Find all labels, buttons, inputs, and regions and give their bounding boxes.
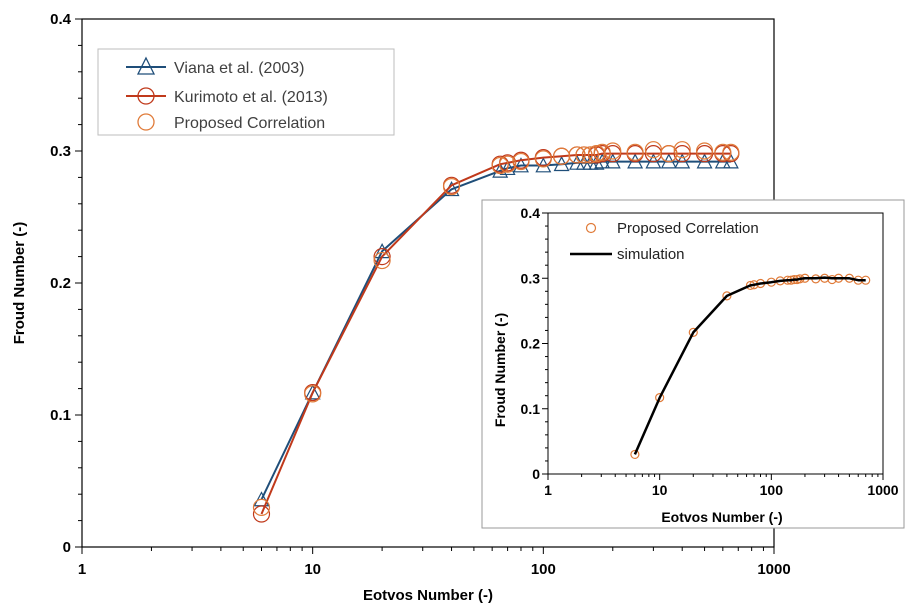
main-y-tick-label: 0.1 — [50, 407, 71, 424]
inset-series-line-1 — [633, 276, 866, 455]
main-circle-marker — [581, 146, 600, 164]
main-circle-marker — [714, 143, 732, 161]
main-circle-marker — [660, 145, 678, 163]
inset-legend: Proposed Correlation simulation — [570, 220, 759, 263]
legend-entry-proposed: Proposed Correlation — [137, 113, 325, 132]
inset-y-tick-label: 0.4 — [521, 205, 541, 221]
main-circle-marker — [442, 178, 461, 196]
inset-axes: 1 10 100 1000 0 0.1 0.2 0.3 0.4 — [521, 205, 899, 498]
legend-entry-kurimoto: Kurimoto et al. (2013) — [126, 87, 328, 106]
main-circle-marker — [534, 150, 552, 168]
inset-circle-marker — [827, 274, 837, 285]
main-circle-marker — [252, 498, 271, 516]
main-circle-marker — [575, 146, 593, 164]
main-triangle-marker — [499, 159, 516, 176]
legend-circle-marker-kurimoto — [137, 87, 155, 105]
main-legend-box — [97, 48, 395, 136]
inset-legend-circle-marker — [585, 222, 597, 234]
main-circle-marker — [673, 141, 691, 159]
inset-legend-label-proposed: Proposed Correlation — [617, 220, 759, 237]
main-circle-marker — [568, 146, 586, 164]
main-circle-marker — [673, 145, 691, 163]
inset-x-tick-label: 1 — [544, 482, 552, 498]
main-y-tick-label: 0.2 — [50, 275, 71, 292]
inset-y-tick-label: 0.3 — [521, 270, 541, 286]
legend-label-viana: Viana et al. (2003) — [174, 60, 304, 77]
main-x-tick-label: 10 — [304, 561, 321, 578]
inset-x-tick-label: 10 — [652, 482, 668, 498]
inset-x-axis-title: Eotvos Number (-) — [661, 509, 782, 525]
inset-chart: 1 10 100 1000 0 0.1 0.2 0.3 0.4 Eotvos Number (-… — [481, 199, 905, 529]
inset-circle-marker — [630, 449, 640, 460]
main-x-tick-label: 1 — [78, 561, 86, 578]
main-circle-marker — [604, 142, 622, 160]
inset-y-tick-label: 0.1 — [521, 401, 541, 417]
inset-circle-marker — [688, 327, 698, 338]
main-y-axis-title: Froud Number (-) — [11, 222, 28, 344]
main-legend: Viana et al. (2003) Kurimoto et al. (201… — [97, 48, 395, 136]
main-y-tick-label: 0.3 — [50, 143, 71, 160]
main-circle-marker — [373, 248, 391, 266]
main-circle-marker — [695, 142, 714, 160]
main-triangle-marker — [512, 157, 529, 173]
legend-entry-viana: Viana et al. (2003) — [126, 56, 304, 77]
main-y-tick-label: 0 — [63, 539, 71, 556]
inset-y-tick-label: 0 — [532, 466, 540, 482]
inset-series — [630, 273, 871, 460]
legend-label-proposed: Proposed Correlation — [174, 115, 325, 132]
main-circle-marker — [626, 143, 644, 161]
main-circle-marker — [304, 385, 322, 403]
inset-plot-frame — [547, 212, 884, 475]
main-x-axis-title: Eotvos Number (-) — [363, 587, 493, 604]
main-x-tick-label: 1000 — [757, 561, 790, 578]
main-circle-marker — [252, 505, 271, 523]
inset-circle-marker — [655, 393, 665, 403]
legend-circle-marker-proposed — [137, 113, 155, 131]
legend-triangle-marker — [136, 56, 156, 75]
main-y-tick-label: 0.4 — [50, 11, 72, 28]
main-circle-marker — [499, 155, 517, 173]
inset-circle-marker — [722, 291, 732, 301]
main-x-tick-label: 100 — [531, 561, 556, 578]
inset-x-tick-label: 100 — [760, 482, 784, 498]
inset-y-axis-title: Froud Number (-) — [492, 313, 508, 427]
main-triangle-marker — [304, 384, 321, 400]
inset-legend-entry-simulation: simulation — [570, 246, 685, 263]
inset-legend-entry-proposed: Proposed Correlation — [585, 220, 759, 237]
inset-legend-label-simulation: simulation — [617, 246, 685, 263]
main-circle-marker — [722, 143, 740, 161]
main-circle-marker — [491, 156, 509, 175]
main-circle-marker — [593, 143, 611, 161]
inset-y-tick-label: 0.2 — [521, 336, 541, 352]
main-circle-marker — [587, 145, 606, 163]
main-series — [252, 141, 740, 523]
inset-x-tick-label: 1000 — [867, 482, 898, 498]
main-circle-marker — [512, 152, 530, 171]
main-circle-marker — [373, 251, 391, 270]
legend-label-kurimoto: Kurimoto et al. (2013) — [174, 89, 328, 106]
